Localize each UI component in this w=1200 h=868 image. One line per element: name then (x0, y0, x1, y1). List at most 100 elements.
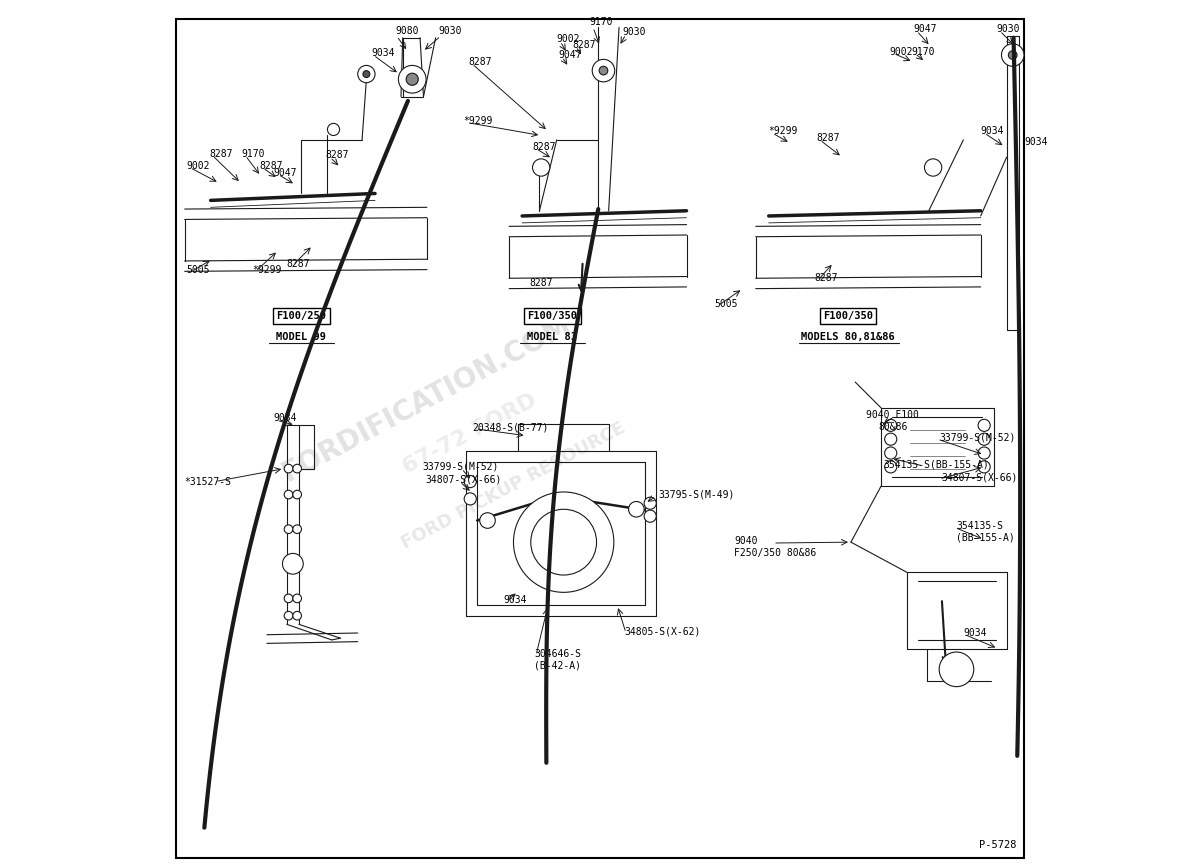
Text: 9034: 9034 (372, 49, 395, 58)
Circle shape (362, 70, 370, 77)
Text: 8287: 8287 (259, 161, 283, 171)
Circle shape (398, 65, 426, 93)
Text: 34807-S(X-66): 34807-S(X-66) (942, 472, 1018, 483)
Text: 8287: 8287 (816, 133, 840, 143)
Circle shape (884, 419, 896, 431)
Circle shape (978, 419, 990, 431)
Text: 9080: 9080 (395, 26, 419, 36)
Circle shape (293, 611, 301, 620)
Circle shape (884, 433, 896, 445)
Text: 9034: 9034 (503, 595, 527, 605)
Text: 9170: 9170 (589, 17, 613, 27)
Circle shape (1002, 43, 1024, 66)
Text: (BB-155-A): (BB-155-A) (956, 533, 1015, 542)
Circle shape (978, 461, 990, 473)
Text: 9034: 9034 (1024, 136, 1048, 147)
Circle shape (284, 594, 293, 602)
Circle shape (644, 510, 656, 523)
Text: 5005: 5005 (714, 299, 738, 309)
Circle shape (593, 59, 614, 82)
Text: 34807-S(X-66): 34807-S(X-66) (425, 475, 502, 485)
Text: 9002: 9002 (186, 161, 210, 171)
Text: 9030: 9030 (996, 24, 1020, 34)
Circle shape (480, 513, 496, 529)
Text: 8287: 8287 (468, 57, 492, 67)
Circle shape (282, 554, 304, 574)
Circle shape (284, 464, 293, 473)
Text: MODELS 80,81&86: MODELS 80,81&86 (802, 332, 895, 342)
Circle shape (530, 510, 596, 575)
Text: 8287: 8287 (533, 141, 556, 152)
Circle shape (924, 159, 942, 176)
Text: *9299: *9299 (252, 265, 282, 274)
Text: 9002: 9002 (890, 47, 913, 56)
Circle shape (978, 447, 990, 459)
Circle shape (464, 476, 476, 488)
Text: F100/250: F100/250 (276, 312, 326, 321)
Circle shape (644, 497, 656, 510)
Text: 304646-S: 304646-S (534, 648, 581, 659)
Text: 8287: 8287 (572, 40, 596, 49)
Text: FORDIFICATION.COM: FORDIFICATION.COM (277, 311, 576, 488)
Text: 9040 F100: 9040 F100 (866, 410, 919, 420)
Text: 8287: 8287 (325, 150, 349, 161)
Text: 8287: 8287 (209, 148, 233, 159)
Circle shape (629, 502, 644, 517)
Circle shape (1008, 50, 1018, 59)
Circle shape (284, 611, 293, 620)
Text: 34805-S(X-62): 34805-S(X-62) (624, 627, 701, 636)
Circle shape (328, 123, 340, 135)
Circle shape (284, 490, 293, 499)
Text: 354135-S: 354135-S (956, 521, 1003, 530)
Circle shape (940, 652, 973, 687)
Circle shape (406, 73, 419, 85)
Text: 9170: 9170 (912, 47, 935, 56)
Text: F100/350: F100/350 (823, 312, 874, 321)
Text: 9034: 9034 (964, 628, 986, 638)
Text: 354135-S(BB-155-A): 354135-S(BB-155-A) (883, 459, 990, 470)
Text: 9034: 9034 (980, 126, 1004, 136)
Circle shape (293, 490, 301, 499)
Text: 9040: 9040 (734, 536, 757, 546)
Text: 33795-S(M-49): 33795-S(M-49) (659, 490, 736, 500)
Text: 9030: 9030 (623, 27, 646, 36)
Text: 20348-S(B-77): 20348-S(B-77) (472, 422, 548, 432)
Circle shape (884, 461, 896, 473)
Text: F250/350 80&86: F250/350 80&86 (734, 549, 816, 558)
Circle shape (599, 66, 607, 75)
Text: 33799-S(M-52): 33799-S(M-52) (422, 462, 499, 472)
Text: 8287: 8287 (287, 259, 311, 268)
Text: 9170: 9170 (241, 148, 265, 159)
Text: 80&86: 80&86 (878, 422, 908, 432)
Text: 5005: 5005 (186, 265, 210, 274)
Circle shape (464, 493, 476, 505)
Text: F100/350: F100/350 (528, 312, 577, 321)
Text: *31527-S: *31527-S (185, 477, 232, 487)
Text: 8287: 8287 (529, 278, 552, 287)
Text: 9047: 9047 (913, 24, 937, 34)
Circle shape (284, 525, 293, 534)
Text: 9034: 9034 (272, 413, 296, 424)
Circle shape (358, 65, 376, 82)
Circle shape (293, 525, 301, 534)
Text: 9047: 9047 (274, 168, 298, 178)
Text: MODEL 99: MODEL 99 (276, 332, 326, 342)
Circle shape (978, 433, 990, 445)
Text: 9002: 9002 (557, 35, 581, 44)
Text: 9047: 9047 (558, 50, 582, 60)
Circle shape (284, 560, 293, 569)
Text: 67-72 FORD: 67-72 FORD (400, 391, 540, 477)
Text: MODEL 83: MODEL 83 (528, 332, 577, 342)
Text: *9299: *9299 (463, 115, 493, 126)
Text: FORD PICKUP RESOURCE: FORD PICKUP RESOURCE (398, 419, 629, 553)
Circle shape (514, 492, 614, 592)
Circle shape (884, 447, 896, 459)
Text: P-5728: P-5728 (979, 840, 1016, 850)
Circle shape (293, 560, 301, 569)
Circle shape (533, 159, 550, 176)
Circle shape (293, 594, 301, 602)
Text: (B-42-A): (B-42-A) (534, 661, 581, 671)
Circle shape (293, 464, 301, 473)
Text: 8287: 8287 (815, 273, 838, 283)
Text: 9030: 9030 (438, 26, 462, 36)
